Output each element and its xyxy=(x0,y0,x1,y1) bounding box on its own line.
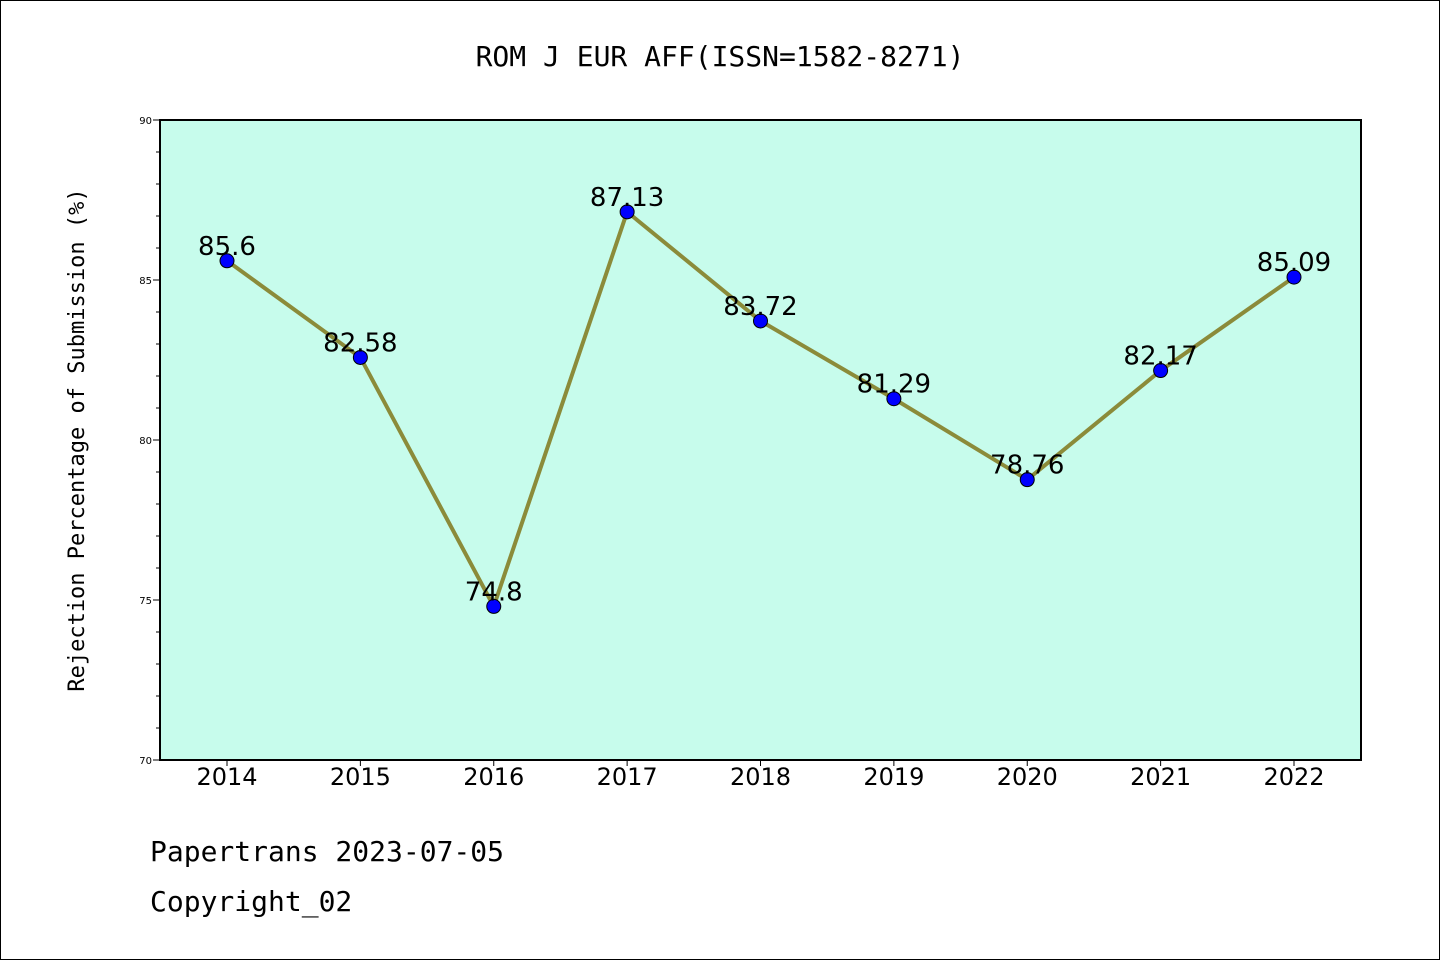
y-tick-label: 75 xyxy=(139,596,152,607)
x-tick-label: 2017 xyxy=(597,763,658,791)
data-point-marker xyxy=(486,598,502,614)
data-point-marker xyxy=(1019,472,1035,488)
data-point-marker xyxy=(619,204,635,220)
x-tick-label: 2022 xyxy=(1263,763,1324,791)
data-point-marker xyxy=(1153,363,1169,379)
data-point-label: 85.09 xyxy=(1257,248,1331,278)
y-tick-label: 85 xyxy=(139,276,152,287)
x-tick-label: 2021 xyxy=(1130,763,1191,791)
footer-date-text: Papertrans 2023-07-05 xyxy=(150,835,505,868)
data-labels-layer: 85.6 82.58 74.8 87.13 83.72 81.29 78.76 82.17 85… xyxy=(198,183,1331,608)
data-point-marker xyxy=(219,253,235,269)
x-tick-label: 2019 xyxy=(863,763,924,791)
y-axis-label: Rejection Percentage of Submission (%) xyxy=(65,188,90,691)
data-point-label: 85.6 xyxy=(198,232,256,262)
data-point-marker xyxy=(352,349,368,365)
axes-layer: 70 75 80 85 90 2014 2015 2016 2017 2018 2019 2020 20… xyxy=(139,116,1324,791)
x-tick-label: 2020 xyxy=(997,763,1058,791)
markers-layer xyxy=(219,204,1302,614)
footer-copyright-text: Copyright_02 xyxy=(150,885,353,918)
y-tick-label: 90 xyxy=(139,116,152,127)
y-tick-label: 70 xyxy=(139,756,152,767)
x-tick-label: 2015 xyxy=(330,763,391,791)
data-point-label: 81.29 xyxy=(857,370,931,400)
plot-area xyxy=(159,119,1362,761)
data-point-label: 82.17 xyxy=(1123,342,1197,372)
y-tick-label: 80 xyxy=(139,436,152,447)
data-point-label: 82.58 xyxy=(323,328,397,358)
x-tick-label: 2014 xyxy=(196,763,257,791)
x-tick-label: 2016 xyxy=(463,763,524,791)
data-point-label: 74.8 xyxy=(465,577,523,607)
data-point-label: 78.76 xyxy=(990,451,1064,481)
data-point-marker xyxy=(1286,269,1302,285)
data-point-label: 87.13 xyxy=(590,183,664,213)
data-point-marker xyxy=(886,391,902,407)
chart-title: ROM J EUR AFF(ISSN=1582-8271) xyxy=(476,40,965,73)
data-point-marker xyxy=(753,313,768,329)
data-point-label: 83.72 xyxy=(723,292,797,322)
x-tick-label: 2018 xyxy=(730,763,791,791)
